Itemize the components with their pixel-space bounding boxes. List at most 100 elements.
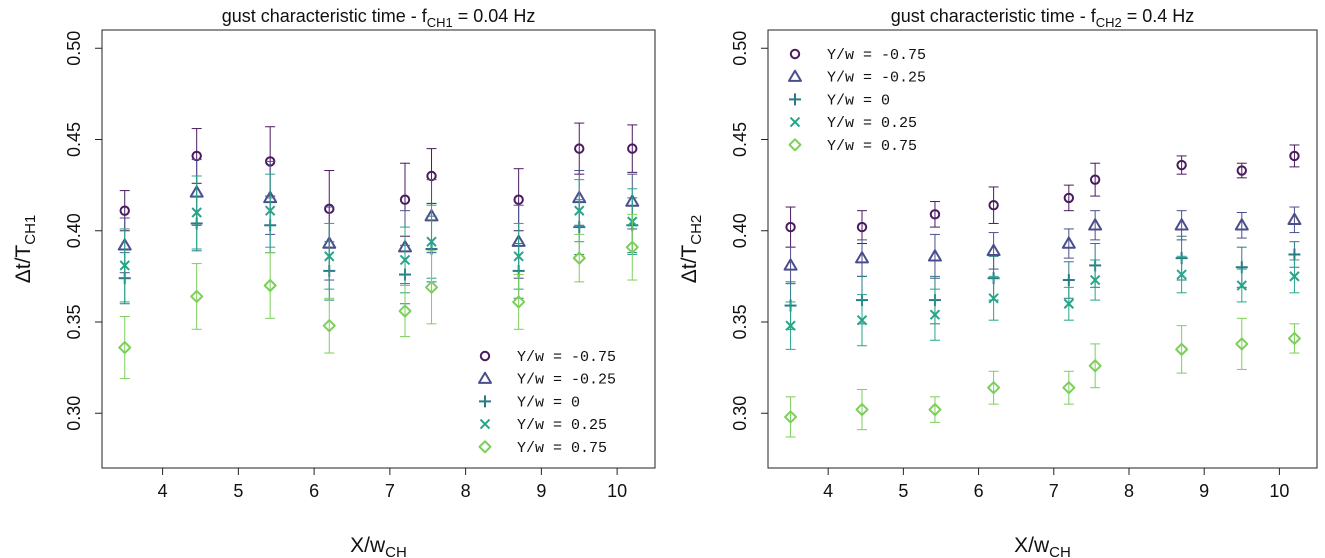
- data-point: [1088, 359, 1102, 373]
- legend-marker: [478, 440, 492, 454]
- y-tick-label: 0.40: [730, 213, 750, 248]
- y-tick-label: 0.50: [730, 31, 750, 66]
- data-point: [264, 205, 276, 216]
- data-point: [1289, 271, 1300, 282]
- y-tick-label: 0.45: [730, 122, 750, 157]
- data-point: [119, 205, 130, 216]
- data-point: [119, 260, 130, 271]
- x-axis-label: X/wCH: [350, 534, 407, 558]
- data-point: [856, 314, 868, 326]
- data-point: [513, 194, 524, 205]
- data-point: [574, 205, 585, 216]
- error-bar: [426, 250, 437, 325]
- data-point: [513, 251, 524, 262]
- x-tick-label: 6: [309, 481, 319, 501]
- data-point: [625, 240, 639, 254]
- x-tick-label: 8: [461, 481, 471, 501]
- error-bar: [1063, 370, 1074, 405]
- data-point: [929, 309, 941, 320]
- error-bar: [929, 201, 940, 228]
- legend-marker: [789, 116, 801, 128]
- data-point: [927, 249, 942, 262]
- chart-panel-2: gust characteristic time - fCH2 = 0.4 Hz…: [678, 6, 1318, 558]
- data-point: [1234, 218, 1249, 231]
- chart-panel-1: gust characteristic time - fCH1 = 0.04 H…: [12, 6, 656, 558]
- legend-label: Y/w = 0.25: [827, 115, 917, 132]
- series-3: [785, 255, 1300, 350]
- error-bar: [513, 274, 524, 330]
- data-point: [1063, 298, 1075, 309]
- error-bar: [1090, 343, 1101, 389]
- data-point: [118, 341, 132, 355]
- y-tick-label: 0.35: [64, 304, 84, 339]
- error-bar: [627, 213, 638, 281]
- error-bar: [929, 396, 940, 423]
- data-point: [784, 410, 798, 424]
- data-point: [1062, 274, 1075, 287]
- error-bar: [1289, 206, 1300, 234]
- error-bar: [785, 396, 796, 438]
- plot-frame: [767, 29, 1318, 469]
- data-point: [1089, 174, 1101, 185]
- error-bar: [265, 252, 276, 319]
- y-tick-label: 0.45: [64, 122, 84, 157]
- data-point: [1289, 150, 1300, 162]
- error-bar: [857, 389, 868, 431]
- legend-marker: [479, 418, 491, 430]
- legend-label: Y/w = 0: [517, 394, 580, 411]
- data-point: [785, 320, 796, 331]
- error-bar: [1236, 317, 1247, 370]
- x-tick-label: 6: [974, 481, 984, 501]
- data-point: [783, 258, 798, 271]
- legend-marker: [789, 48, 801, 60]
- error-bar: [324, 297, 335, 354]
- data-point: [1174, 218, 1189, 231]
- legend-label: Y/w = 0.75: [517, 440, 607, 457]
- legend-label: Y/w = 0.25: [517, 417, 607, 434]
- legend-marker: [479, 350, 491, 362]
- data-point: [1288, 248, 1301, 261]
- data-point: [988, 293, 999, 304]
- data-point: [425, 280, 439, 294]
- legend-label: Y/w = 0: [827, 92, 890, 109]
- data-point: [399, 194, 411, 205]
- data-point: [1061, 236, 1076, 249]
- data-point: [1287, 212, 1302, 225]
- data-point: [322, 319, 336, 333]
- legend-label: Y/w = -0.25: [827, 70, 926, 87]
- y-tick-label: 0.40: [64, 213, 84, 248]
- x-tick-label: 10: [607, 481, 627, 501]
- error-bar: [988, 186, 999, 224]
- error-bar: [1063, 184, 1074, 212]
- legend-marker: [789, 93, 801, 106]
- data-point: [191, 207, 202, 218]
- data-point: [1235, 337, 1249, 351]
- data-point: [1176, 269, 1187, 280]
- x-tick-label: 7: [385, 481, 395, 501]
- data-point: [627, 143, 638, 154]
- x-tick-label: 9: [536, 481, 546, 501]
- error-bar: [1289, 323, 1300, 354]
- data-point: [1063, 192, 1075, 204]
- data-point: [398, 304, 412, 318]
- y-axis-label: Δt/TCH1: [12, 215, 39, 284]
- data-point: [929, 209, 941, 220]
- data-point: [574, 143, 585, 154]
- data-point: [572, 251, 586, 265]
- data-point: [855, 403, 869, 417]
- data-point: [1089, 274, 1101, 286]
- x-tick-label: 8: [1124, 481, 1134, 501]
- error-bar: [1090, 162, 1101, 197]
- series-3: [119, 173, 638, 303]
- data-point: [512, 295, 526, 309]
- data-point: [855, 251, 870, 264]
- legend-label: Y/w = -0.25: [517, 372, 616, 389]
- data-point: [399, 254, 411, 266]
- x-tick-label: 5: [233, 481, 243, 501]
- error-bar: [574, 233, 585, 283]
- plot-frame: [101, 29, 656, 469]
- x-tick-label: 10: [1269, 481, 1289, 501]
- y-tick-label: 0.30: [730, 396, 750, 431]
- y-axis-label: Δt/TCH2: [678, 215, 705, 284]
- legend: Y/w = -0.75 Y/w = -0.25 Y/w = 0 Y/w = 0.25 Y…: [788, 47, 926, 155]
